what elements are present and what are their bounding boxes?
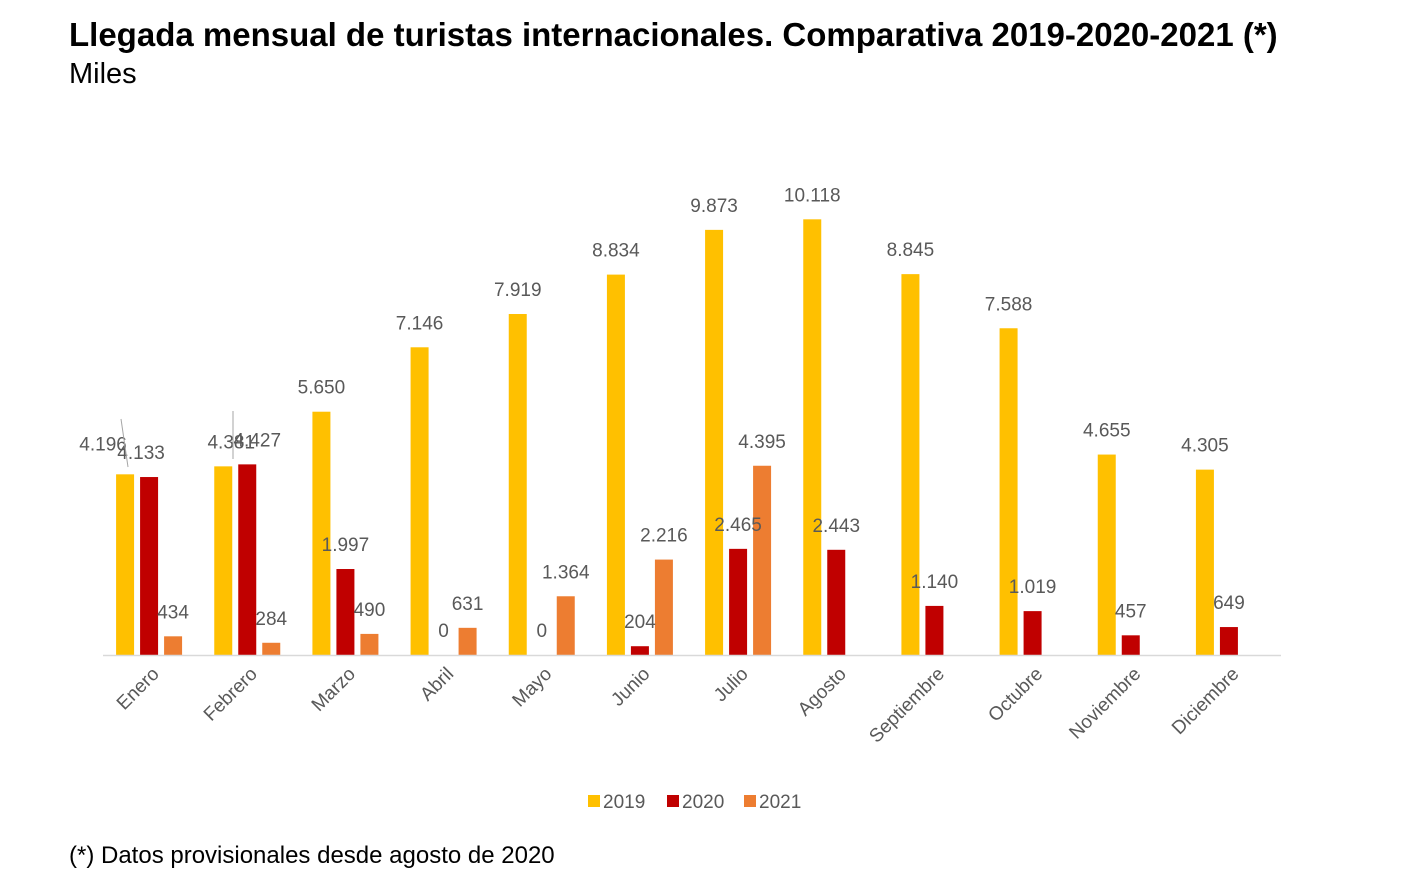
x-tick-label-mayo: Mayo (509, 664, 557, 712)
data-label-2020-julio: 2.465 (714, 515, 762, 536)
x-tick-label-marzo: Marzo (308, 664, 360, 716)
bar-2021-julio (753, 465, 772, 655)
legend-label-2020: 2020 (682, 792, 724, 813)
bar-2021-abril (458, 627, 477, 655)
data-label-2021-mayo: 1.364 (542, 562, 590, 583)
data-label-2019-junio: 8.834 (592, 241, 640, 262)
leader-line-2019-enero (120, 418, 129, 468)
bar-2019-abril (410, 347, 429, 655)
bar-2019-julio (705, 229, 724, 655)
data-label-2021-enero: 434 (157, 602, 189, 623)
x-tick-label-julio: Julio (710, 664, 752, 706)
data-label-2020-septiembre: 1.140 (911, 572, 959, 593)
x-tick-label-abril: Abril (416, 664, 458, 706)
x-tick-label-enero: Enero (113, 664, 164, 715)
bar-2020-marzo (336, 569, 355, 655)
bar-2019-mayo (508, 314, 527, 655)
bar-2020-febrero (238, 464, 257, 655)
data-label-2021-marzo: 490 (354, 600, 386, 621)
data-label-2020-noviembre: 457 (1115, 601, 1147, 622)
data-label-2019-diciembre: 4.305 (1181, 436, 1229, 457)
data-label-2019-abril: 7.146 (396, 313, 444, 334)
bar-2019-octubre (999, 328, 1018, 655)
legend-swatch-2019 (588, 795, 600, 807)
data-label-2019-enero: 4.196 (79, 434, 127, 455)
legend: 2019 2020 2021 (588, 792, 801, 813)
legend-swatch-2021 (744, 795, 756, 807)
data-label-2019-julio: 9.873 (690, 196, 738, 217)
data-label-2019-noviembre: 4.655 (1083, 421, 1131, 442)
bar-2020-septiembre (925, 605, 944, 655)
data-label-2020-agosto: 2.443 (812, 516, 860, 537)
data-label-2020-febrero: 4.427 (233, 430, 281, 451)
data-label-2020-junio: 204 (624, 612, 656, 633)
x-tick-label-junio: Junio (607, 664, 654, 711)
data-label-2019-febrero: 4.381 (207, 432, 255, 453)
bar-2019-noviembre (1097, 454, 1116, 655)
data-label-2020-diciembre: 649 (1213, 593, 1245, 614)
bar-2021-marzo (360, 633, 379, 655)
x-tick-label-noviembre: Noviembre (1065, 664, 1145, 744)
data-label-2021-abril: 631 (452, 594, 484, 615)
x-tick-label-septiembre: Septiembre (865, 664, 949, 748)
bar-2020-agosto (827, 549, 846, 655)
bar-2020-octubre (1023, 611, 1042, 655)
bar-2019-septiembre (901, 274, 920, 655)
data-label-2019-septiembre: 8.845 (887, 240, 935, 261)
legend-label-2021: 2021 (759, 792, 801, 813)
bar-2020-enero (140, 477, 159, 655)
chart-title: Llegada mensual de turistas internaciona… (69, 16, 1278, 53)
bar-2020-julio (729, 548, 748, 655)
x-tick-label-diciembre: Diciembre (1168, 664, 1243, 739)
bar-2020-noviembre (1121, 635, 1140, 655)
data-label-2021-julio: 4.395 (738, 432, 786, 453)
data-label-2021-junio: 2.216 (640, 526, 688, 547)
bar-2021-mayo (556, 596, 575, 655)
bar-2019-junio (606, 274, 625, 655)
bar-group (116, 219, 1238, 656)
footnote: (*) Datos provisionales desde agosto de … (69, 842, 555, 869)
bar-2019-enero (116, 474, 135, 655)
bar-2020-diciembre (1219, 627, 1238, 655)
bar-2019-febrero (214, 466, 233, 655)
data-label-2019-marzo: 5.650 (298, 378, 346, 399)
data-label-2020-mayo: 0 (536, 621, 547, 642)
bar-2021-febrero (262, 642, 281, 655)
x-tick-label-febrero: Febrero (200, 664, 262, 726)
data-label-2020-abril: 0 (438, 621, 449, 642)
x-tick-label-group: Enero Febrero Marzo Abril Mayo Junio Julio Agos… (113, 664, 1244, 748)
data-label-2020-octubre: 1.019 (1009, 577, 1057, 598)
x-tick-label-octubre: Octubre (984, 664, 1047, 727)
bar-2021-junio (654, 559, 673, 655)
legend-label-2019: 2019 (603, 792, 645, 813)
bar-2019-agosto (803, 219, 822, 656)
bar-2019-marzo (312, 411, 331, 655)
bar-2019-diciembre (1195, 469, 1214, 655)
data-label-2020-enero: 4.133 (117, 443, 165, 464)
bar-2021-enero (164, 636, 183, 655)
bar-2020-junio (630, 646, 649, 655)
legend-swatch-2020 (667, 795, 679, 807)
data-label-2019-octubre: 7.588 (985, 294, 1033, 315)
data-label-2019-agosto: 10.118 (784, 185, 841, 206)
data-label-2020-marzo: 1.997 (322, 535, 370, 556)
chart-subtitle: Miles (69, 58, 137, 90)
data-label-2021-febrero: 284 (255, 609, 287, 630)
x-tick-label-agosto: Agosto (794, 664, 851, 721)
data-label-2019-mayo: 7.919 (494, 280, 542, 301)
